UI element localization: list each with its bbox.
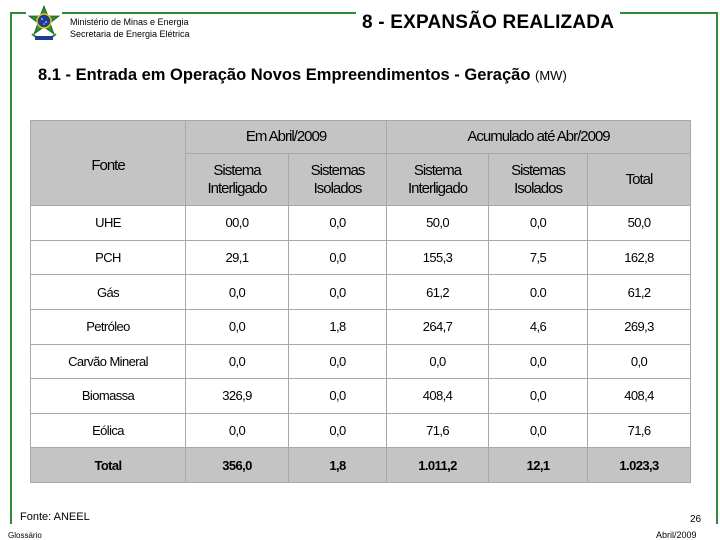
cell-month-interligado: 356,0 — [185, 447, 289, 483]
cell-total: 50,0 — [587, 205, 692, 241]
table-subheader-row: Sistema Interligado Sistemas Isolados Si… — [31, 153, 692, 206]
header-fonte: Fonte — [30, 120, 186, 206]
subtitle-text: 8.1 - Entrada em Operação Novos Empreend… — [38, 66, 531, 84]
cell-fonte: Carvão Mineral — [30, 343, 186, 380]
cell-accum-isolados: 0.0 — [488, 274, 589, 310]
cell-month-interligado: 326,9 — [185, 378, 289, 414]
frame-right-line — [716, 12, 718, 524]
cell-month-isolados: 0,0 — [287, 343, 388, 380]
cell-accum-interligado: 0,0 — [386, 343, 490, 380]
cell-accum-isolados: 0,0 — [488, 378, 589, 414]
cell-accum-interligado: 61,2 — [386, 274, 490, 310]
cell-month-interligado: 29,1 — [185, 239, 289, 276]
cell-accum-isolados: 0,0 — [488, 412, 589, 449]
cell-month-isolados: 0,0 — [287, 412, 388, 449]
cell-month-interligado: 0,0 — [185, 412, 289, 449]
header-accum-interligado: Sistema Interligado — [386, 153, 490, 206]
cell-month-isolados: 1,8 — [287, 308, 388, 345]
table-header-row: Fonte Em Abril/2009 Acumulado até Abr/20… — [30, 120, 692, 206]
cell-fonte: UHE — [30, 205, 186, 241]
table-row: Eólica 0,0 0,0 71,6 0,0 71,6 — [30, 412, 692, 449]
cell-month-isolados: 0,0 — [287, 239, 388, 276]
secretariat-label: Secretaria de Energia Elétrica — [70, 29, 190, 39]
cell-fonte: Petróleo — [30, 308, 186, 345]
footer-date: Abril/2009 — [656, 530, 697, 540]
page-number: 26 — [690, 514, 702, 525]
organization-name: Ministério de Minas e Energia Secretaria… — [70, 16, 194, 40]
cell-accum-interligado: 264,7 — [386, 308, 490, 345]
table-row: UHE 00,0 0,0 50,0 0,0 50,0 — [30, 205, 692, 241]
cell-accum-interligado: 155,3 — [386, 239, 490, 276]
cell-accum-isolados: 0,0 — [488, 205, 589, 241]
slide-title: 8 - EXPANSÃO REALIZADA — [356, 12, 621, 34]
cell-accum-interligado: 408,4 — [386, 378, 490, 414]
cell-total: 71,6 — [587, 412, 692, 449]
cell-month-interligado: 0,0 — [185, 274, 289, 310]
table-row: Gás 0,0 0,0 61,2 0.0 61,2 — [30, 274, 692, 310]
header-group-month: Em Abril/2009 — [184, 120, 388, 154]
cell-total: 0,0 — [587, 343, 692, 380]
table-row: Biomassa 326,9 0,0 408,4 0,0 408,4 — [30, 378, 692, 414]
cell-month-interligado: 0,0 — [185, 343, 289, 380]
cell-month-interligado: 0,0 — [185, 308, 289, 345]
cell-accum-interligado: 1.011,2 — [386, 447, 490, 483]
table-row: Carvão Mineral 0,0 0,0 0,0 0,0 0,0 — [30, 343, 692, 380]
cell-fonte: Biomassa — [30, 378, 186, 414]
ministry-label: Ministério de Minas e Energia — [70, 17, 189, 27]
cell-month-isolados: 1,8 — [287, 447, 388, 483]
cell-total: 408,4 — [587, 378, 692, 414]
header-month-interligado: Sistema Interligado — [185, 153, 289, 206]
header-total: Total — [587, 153, 692, 206]
cell-accum-isolados: 7,5 — [488, 239, 589, 276]
cell-accum-isolados: 4,6 — [488, 308, 589, 345]
source-note: Fonte: ANEEL — [20, 511, 90, 523]
table-total-row: Total 356,0 1,8 1.011,2 12,1 1.023,3 — [30, 447, 692, 483]
header-month-isolados: Sistemas Isolados — [287, 153, 388, 206]
brazil-coat-of-arms-icon — [26, 4, 62, 44]
section-subtitle: 8.1 - Entrada em Operação Novos Empreend… — [38, 66, 567, 85]
cell-month-interligado: 00,0 — [185, 205, 289, 241]
header-accum-isolados: Sistemas Isolados — [488, 153, 589, 206]
cell-accum-interligado: 50,0 — [386, 205, 490, 241]
table-row: Petróleo 0,0 1,8 264,7 4,6 269,3 — [30, 308, 692, 345]
cell-accum-interligado: 71,6 — [386, 412, 490, 449]
generation-table: Fonte Em Abril/2009 Acumulado até Abr/20… — [30, 120, 692, 483]
cell-accum-isolados: 12,1 — [488, 447, 589, 483]
cell-total: 269,3 — [587, 308, 692, 345]
cell-fonte: Eólica — [30, 412, 186, 449]
cell-month-isolados: 0,0 — [287, 205, 388, 241]
cell-total: 162,8 — [587, 239, 692, 276]
cell-total: 61,2 — [587, 274, 692, 310]
cell-accum-isolados: 0,0 — [488, 343, 589, 380]
subtitle-unit: (MW) — [535, 68, 567, 83]
cell-fonte: Total — [30, 447, 186, 483]
header-group-accumulated: Acumulado até Abr/2009 — [386, 120, 692, 154]
cell-fonte: PCH — [30, 239, 186, 276]
frame-left-line — [10, 12, 12, 524]
cell-total: 1.023,3 — [587, 447, 692, 483]
cell-month-isolados: 0,0 — [287, 274, 388, 310]
cell-fonte: Gás — [30, 274, 186, 310]
glossary-link[interactable]: Glossário — [8, 531, 42, 540]
table-row: PCH 29,1 0,0 155,3 7,5 162,8 — [30, 239, 692, 276]
cell-month-isolados: 0,0 — [287, 378, 388, 414]
